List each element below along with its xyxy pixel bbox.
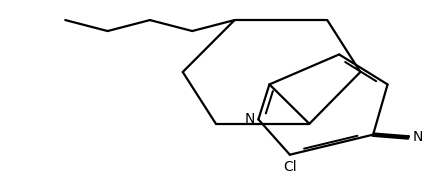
- Text: N: N: [413, 130, 423, 144]
- Text: N: N: [245, 112, 255, 126]
- Text: Cl: Cl: [283, 160, 296, 174]
